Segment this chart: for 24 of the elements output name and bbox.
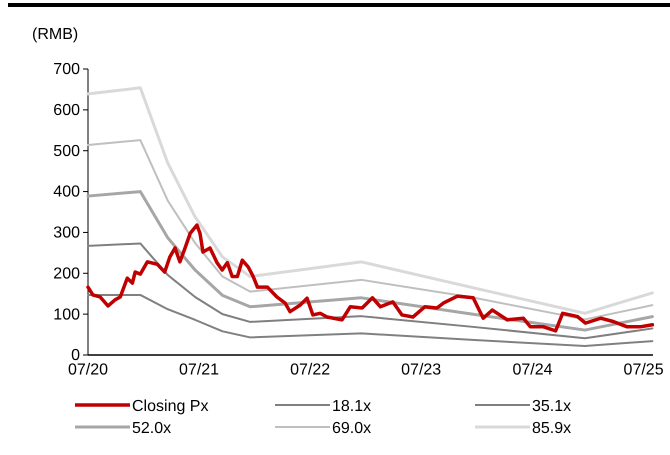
legend-label: 18.1x <box>332 398 372 415</box>
y-axis-title: (RMB) <box>32 26 78 43</box>
line-series <box>86 223 654 333</box>
y-tick-label: 300 <box>53 224 80 242</box>
y-tick-label: 600 <box>53 102 80 119</box>
y-tick-label: 200 <box>53 265 80 282</box>
legend-label: 35.1x <box>532 398 572 415</box>
y-tick-label: 500 <box>53 142 80 160</box>
x-tick-label: 07/22 <box>290 361 330 378</box>
line-series <box>86 86 654 315</box>
x-tick-label: 07/25 <box>624 361 664 378</box>
y-tick-label: 700 <box>53 61 80 78</box>
x-tick-label: 07/23 <box>401 361 442 378</box>
line-series <box>87 294 654 348</box>
x-tick-label: 07/24 <box>512 361 553 378</box>
legend-label: Closing Px <box>132 398 208 415</box>
legend-label: 69.0x <box>332 420 372 437</box>
legend-label: 85.9x <box>532 420 572 437</box>
line-series <box>87 139 654 320</box>
y-tick-label: 400 <box>53 184 80 201</box>
y-tick-label: 100 <box>53 306 80 324</box>
x-tick-label: 07/21 <box>179 361 220 378</box>
legend-label: 52.0x <box>132 420 172 437</box>
line-series <box>87 242 654 340</box>
